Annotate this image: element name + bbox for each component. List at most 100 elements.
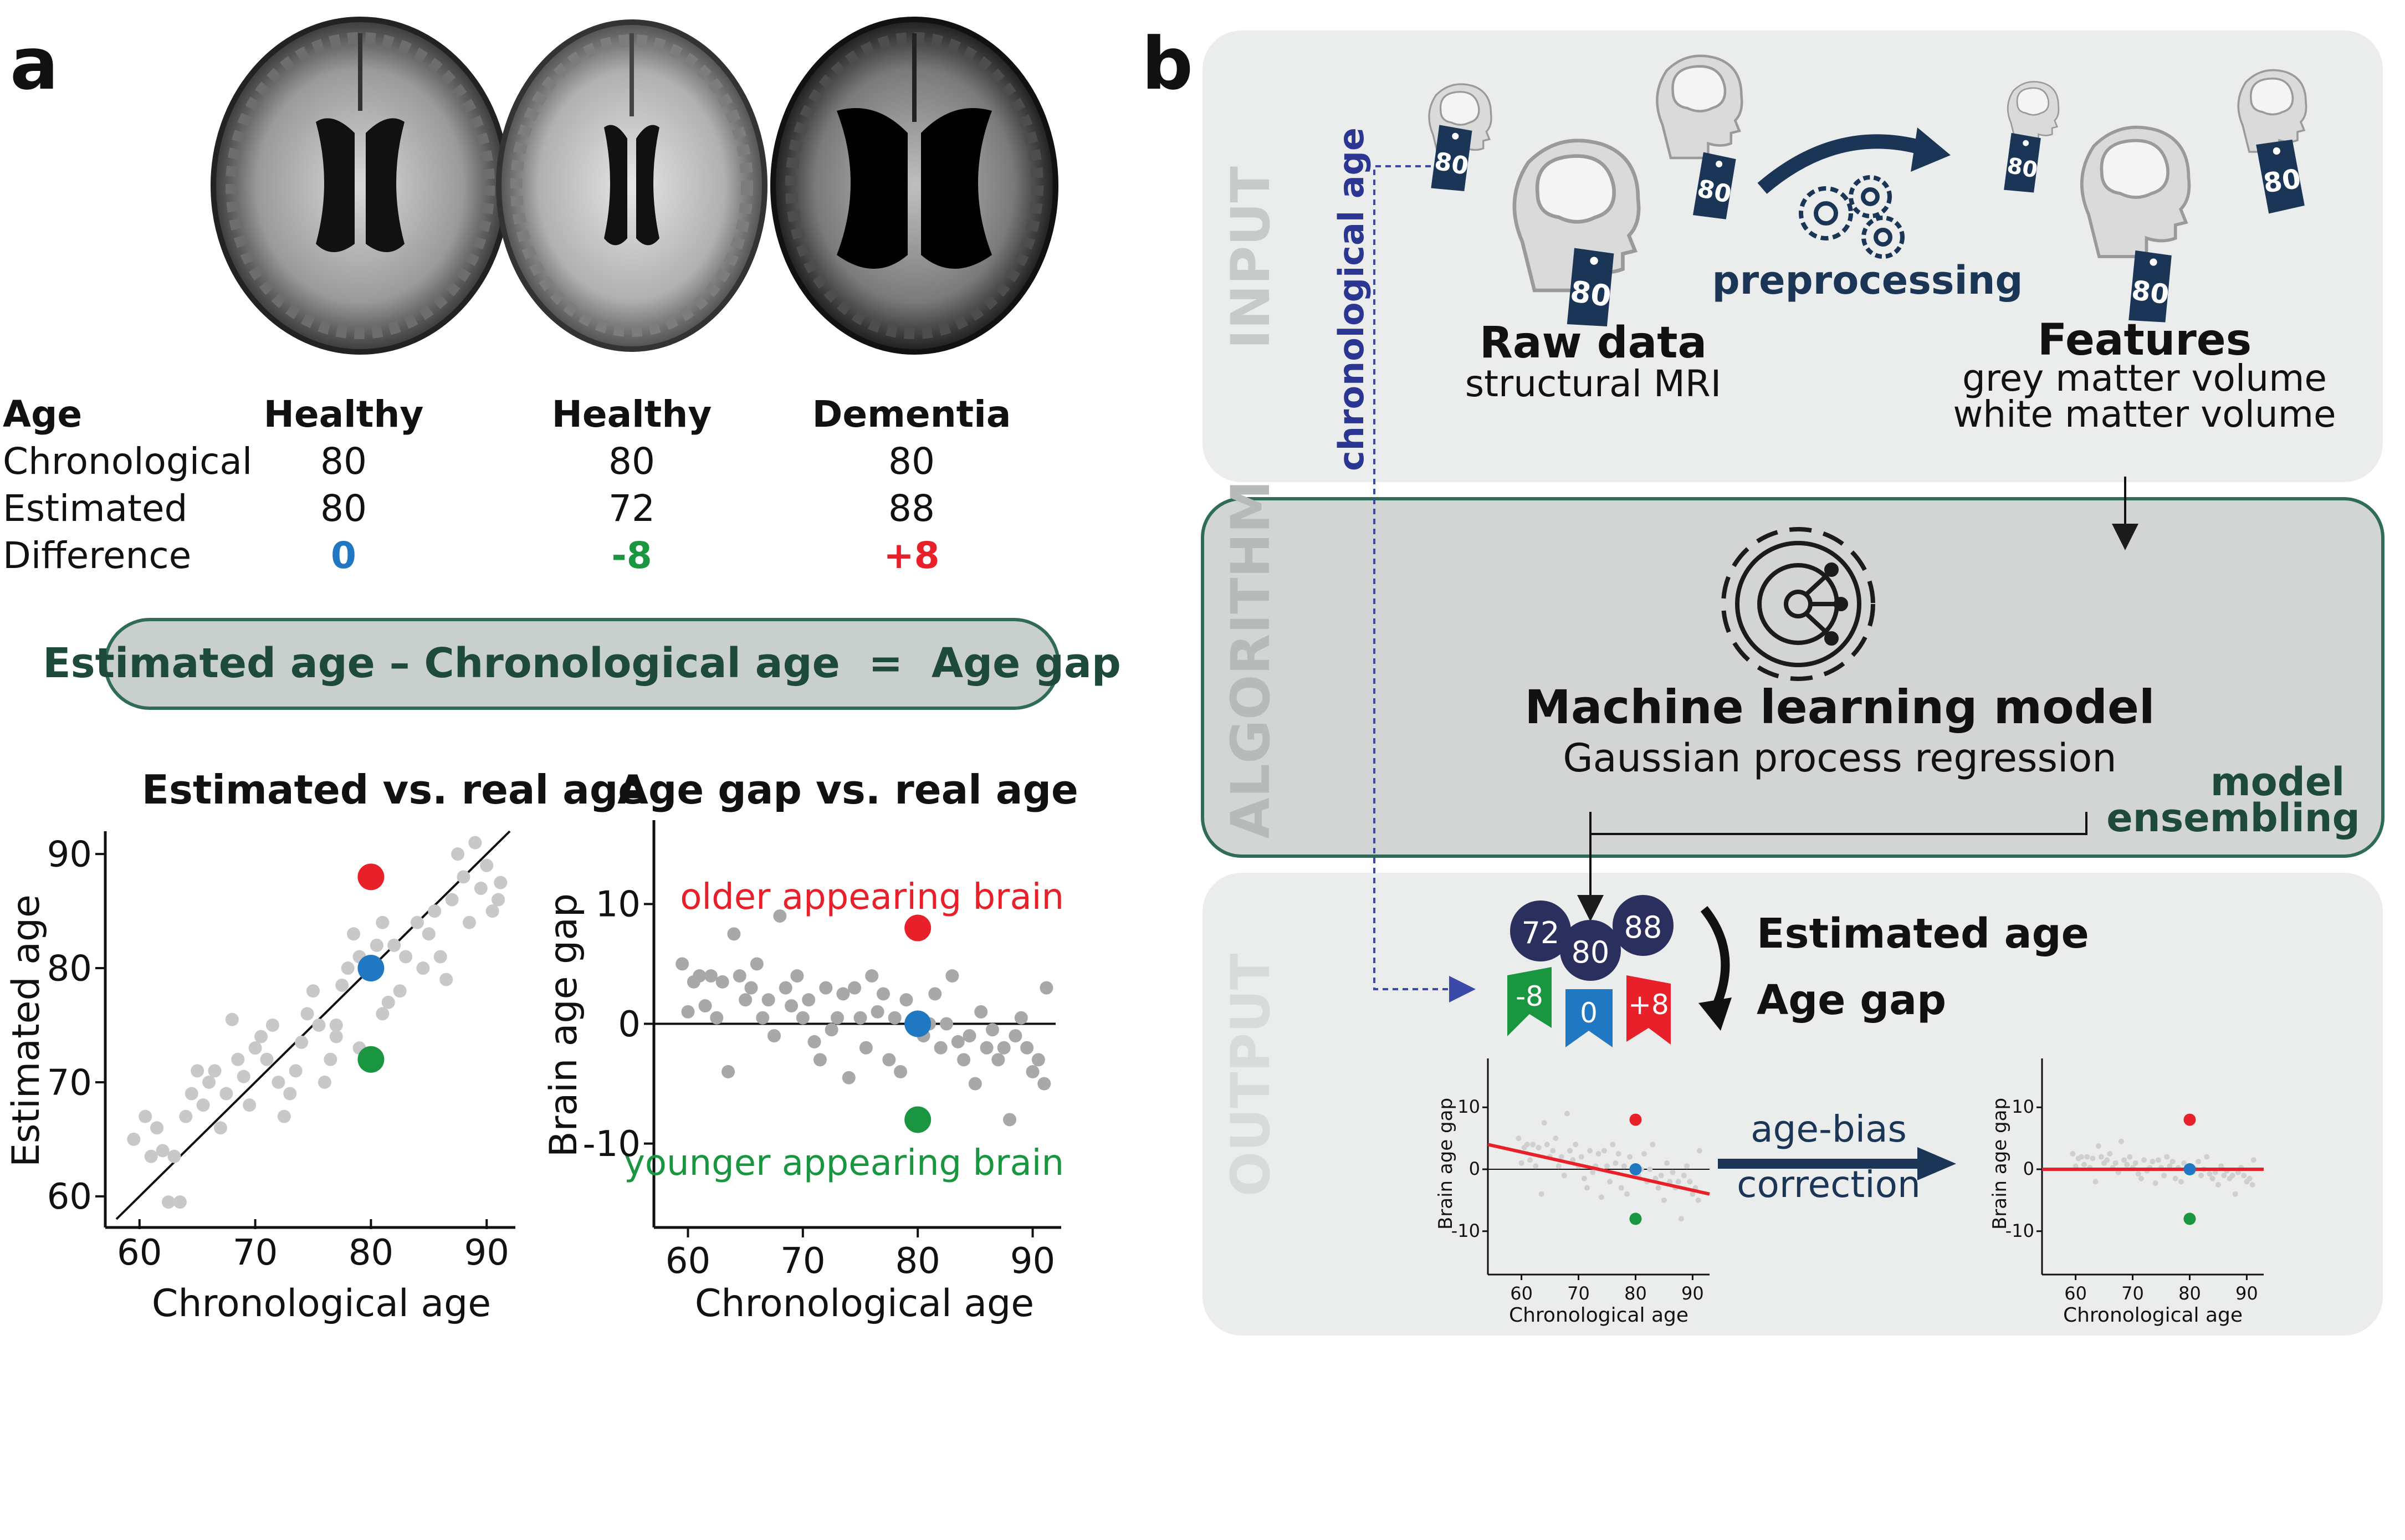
mini-data-point [2098, 1154, 2104, 1160]
data-point [329, 1019, 343, 1032]
mini-data-point [2161, 1173, 2167, 1179]
data-point [439, 973, 453, 986]
mini-data-point [2107, 1151, 2113, 1157]
mini-data-point [1647, 1166, 1653, 1172]
estimated-age-label: Estimated age [1757, 910, 2089, 958]
row-label-chronological: Chronological [3, 440, 252, 483]
data-point [796, 1011, 810, 1025]
data-point [173, 1195, 187, 1209]
head-icons: 80 80 80 80 80 80 [1428, 54, 2307, 327]
highlight-point [357, 955, 385, 982]
mini-data-point [1561, 1173, 1567, 1179]
data-point [1003, 1113, 1017, 1127]
mini-data-point [1675, 1179, 1681, 1185]
data-point [370, 938, 383, 952]
mini-x-tick-label: 60 [2064, 1283, 2087, 1304]
data-point [842, 1071, 856, 1084]
data-point [248, 1041, 262, 1055]
mini-data-point [2172, 1175, 2178, 1181]
mini-data-point [2070, 1151, 2076, 1157]
data-point [445, 893, 459, 907]
mini-ylabel: Brain age gap [1989, 1098, 2011, 1230]
table-header-healthy-2: Healthy [552, 393, 712, 436]
mini-data-point [2207, 1171, 2213, 1177]
data-point [1037, 1077, 1051, 1091]
label-tag-icon: 80 [2004, 132, 2041, 193]
data-point [474, 881, 488, 895]
cell-chron-1: 80 [320, 440, 367, 483]
mini-highlight-point [1629, 1212, 1642, 1225]
mini-data-point [1667, 1179, 1673, 1185]
mini-highlight-point [1629, 1163, 1642, 1175]
mini-data-point [1590, 1169, 1596, 1175]
ensembling-line-1: model [2210, 759, 2345, 805]
data-point [744, 981, 758, 995]
mini-data-point [1524, 1142, 1530, 1148]
mini-data-point [1541, 1120, 1547, 1126]
mini-data-point [2215, 1181, 2221, 1188]
cell-diff-3: +8 [883, 534, 939, 577]
panel-a-letter: a [10, 22, 59, 106]
mini-data-point [2081, 1162, 2087, 1168]
mini-data-point [2229, 1173, 2235, 1179]
data-point [779, 981, 792, 995]
y-tick-label: -10 [582, 1124, 641, 1165]
tag-shape [2004, 132, 2041, 193]
mini-x-tick-label: 90 [2235, 1283, 2258, 1304]
mini-data-point [2155, 1157, 2161, 1163]
mini-data-point [2135, 1171, 2141, 1177]
table-header-healthy-1: Healthy [264, 393, 424, 436]
data-point [1020, 1041, 1034, 1055]
mini-data-point [1587, 1148, 1593, 1154]
data-point [888, 1011, 902, 1025]
data-point [957, 1053, 971, 1067]
data-point [179, 1109, 193, 1123]
mini-highlight-point [1629, 1113, 1642, 1126]
data-point [393, 984, 407, 998]
data-point [865, 969, 879, 983]
mini-data-point [2132, 1160, 2138, 1166]
mini-data-point [2104, 1157, 2110, 1163]
tag-hole [1716, 160, 1723, 167]
cell-est-2: 72 [608, 487, 655, 530]
data-point [376, 915, 390, 929]
chart-estimated-vs-real: Estimated vs. real age Chronological age… [4, 766, 645, 1326]
mini-xlabel: Chronological age [1509, 1304, 1688, 1327]
input-section [1202, 30, 2383, 482]
data-point [457, 870, 470, 884]
machine-learning-gear-icon [1721, 527, 1875, 681]
ball-80 [1560, 920, 1621, 981]
data-point [825, 1023, 838, 1037]
tag-label: 80 [1432, 147, 1471, 181]
mini-data-point [1678, 1216, 1684, 1222]
mini-ylabel: Brain age gap [1435, 1098, 1457, 1230]
data-point [156, 1144, 170, 1158]
mini-data-point [1670, 1169, 1676, 1175]
data-point [750, 957, 764, 971]
mini-data-point [1650, 1142, 1656, 1148]
mini-data-point [1584, 1185, 1590, 1191]
data-point [836, 987, 850, 1001]
mini-data-point [1681, 1173, 1687, 1179]
mini-data-point [1690, 1191, 1696, 1197]
data-point [494, 876, 508, 889]
x-tick-label: 70 [233, 1232, 278, 1273]
mini-data-point [1664, 1160, 1670, 1166]
data-point [1031, 1053, 1045, 1067]
x-tick-label: 80 [349, 1232, 393, 1273]
data-point [347, 927, 361, 941]
data-point [300, 1007, 314, 1021]
data-point [260, 1052, 274, 1066]
data-point [492, 893, 505, 907]
data-point [980, 1041, 994, 1055]
tag-hole [2150, 258, 2157, 266]
row-label-estimated: Estimated [3, 487, 187, 530]
data-point [254, 1030, 268, 1043]
estimate-curve-arrowhead [1698, 997, 1732, 1031]
estimate-curve-arrow [1700, 905, 1730, 1011]
label-tag-icon: 80 [2128, 250, 2172, 323]
data-point [807, 1035, 821, 1048]
mini-x-tick-label: 70 [2121, 1283, 2144, 1304]
data-point [974, 1005, 988, 1019]
